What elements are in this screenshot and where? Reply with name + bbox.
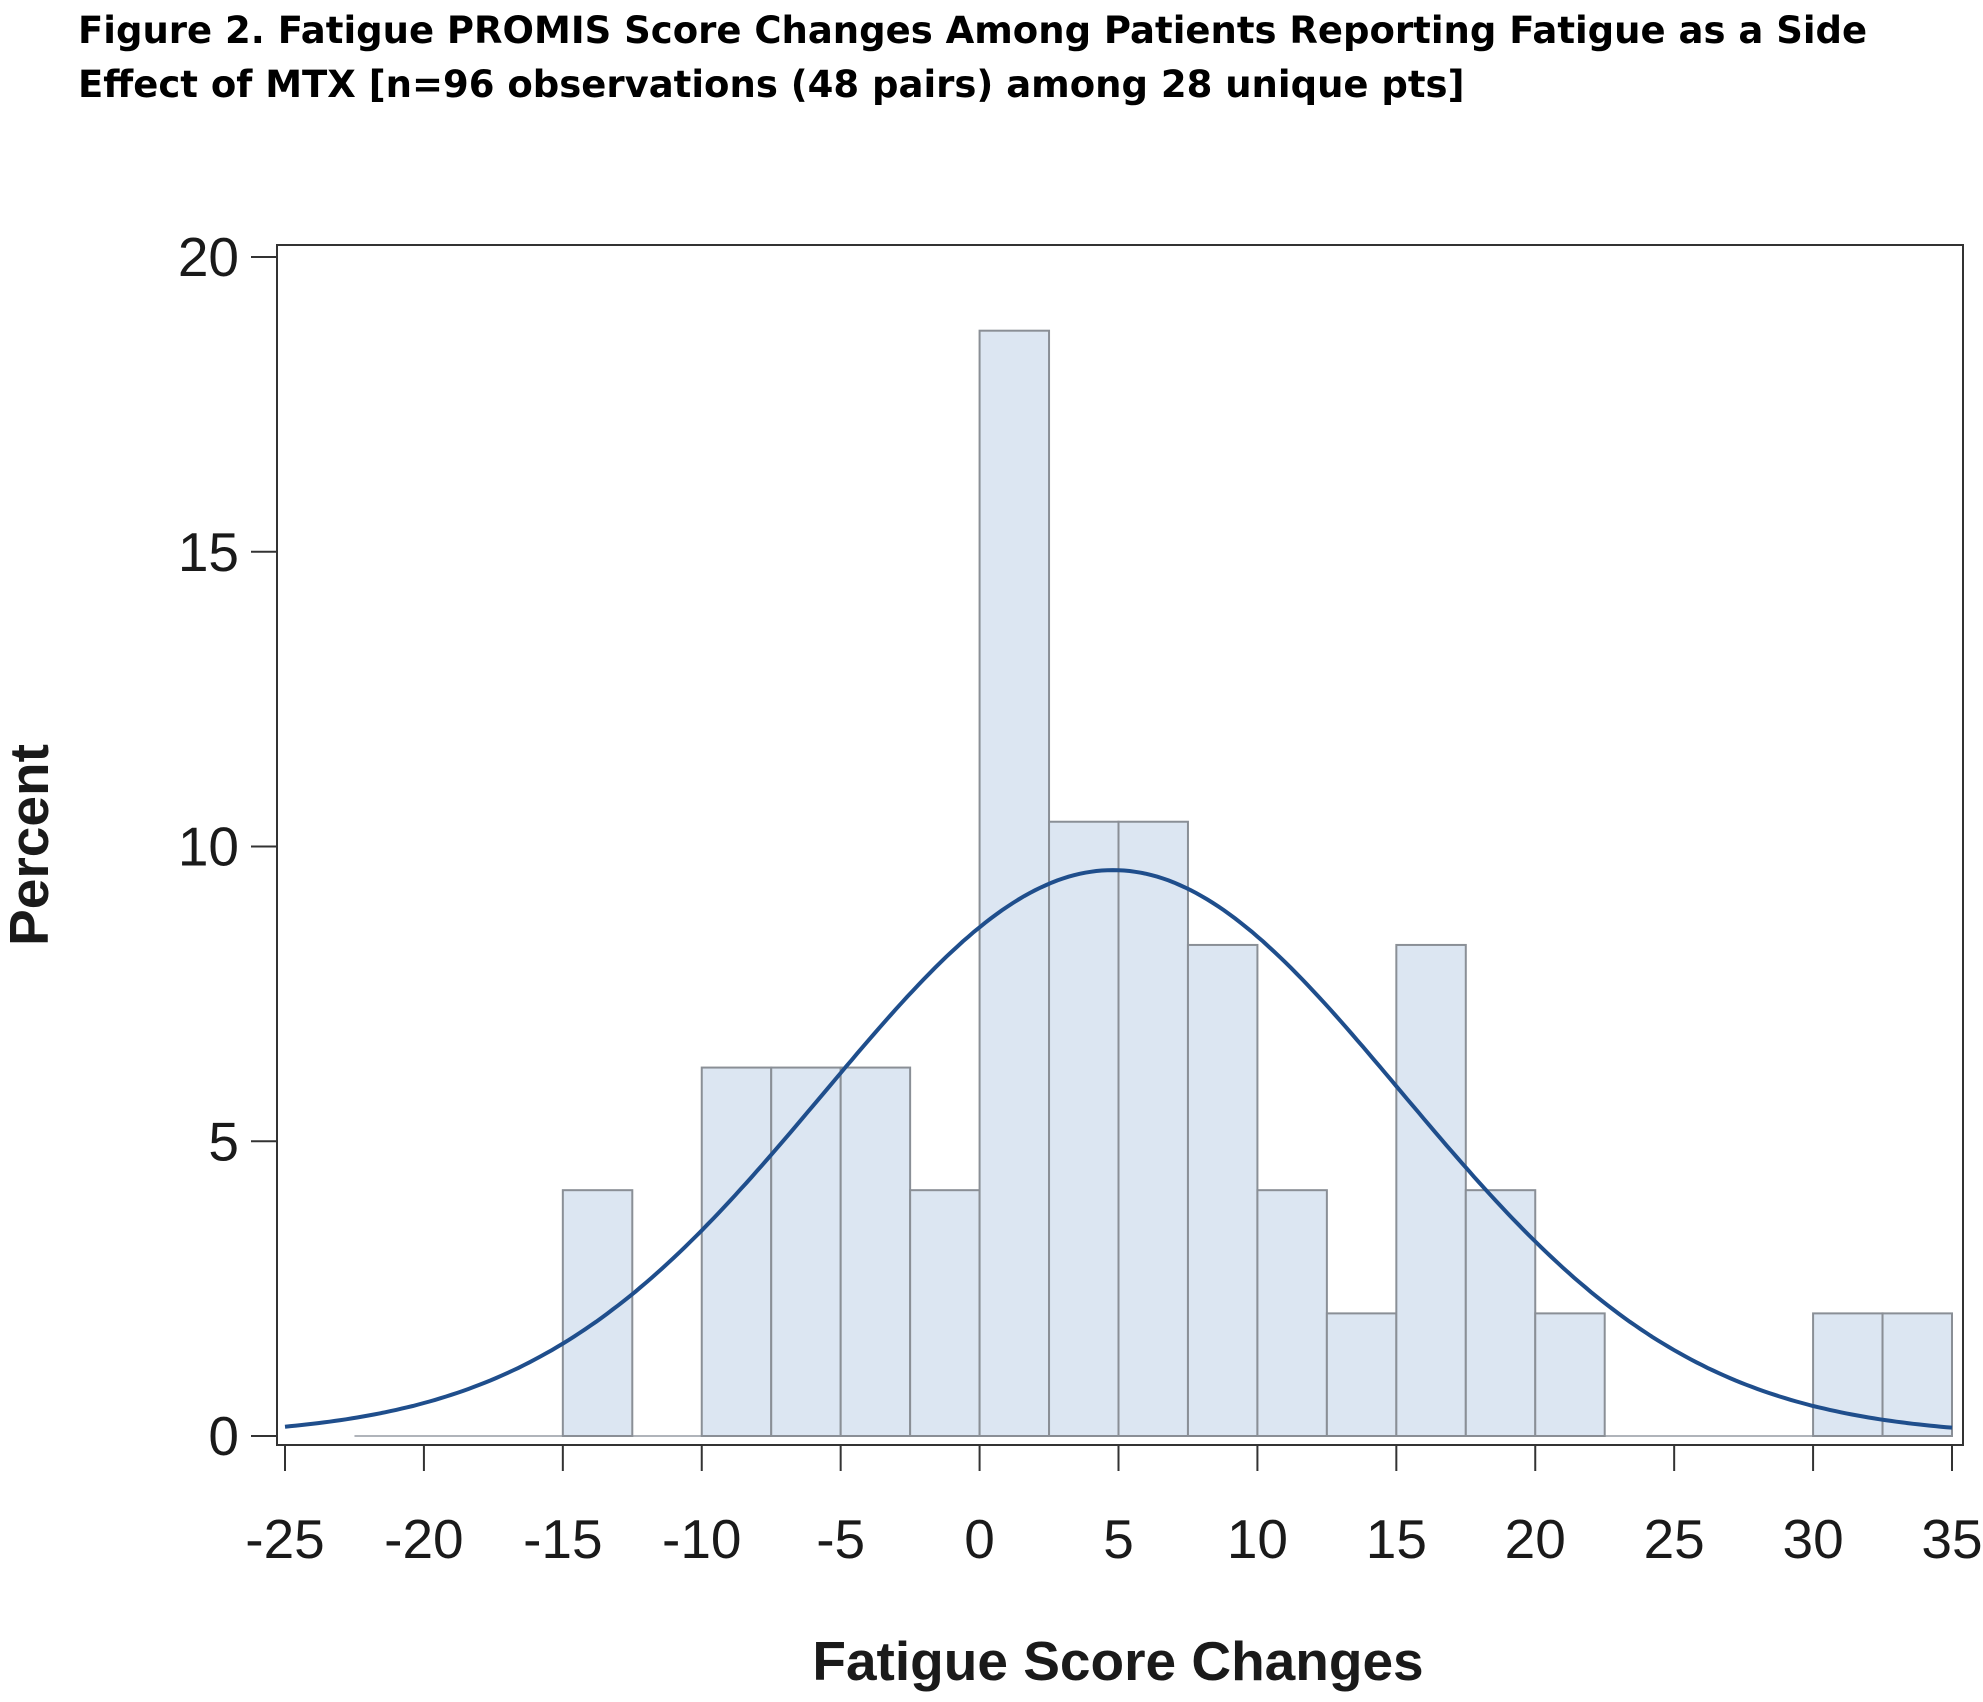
histogram-bar — [770, 1066, 842, 1437]
y-tick-label: 0 — [208, 1405, 239, 1467]
histogram-bar — [1881, 1312, 1953, 1438]
y-axis-title: Percent — [0, 744, 60, 946]
x-tick-label: 10 — [1227, 1508, 1288, 1570]
normal-curve — [284, 868, 1953, 1430]
histogram-bar — [1256, 1189, 1328, 1437]
y-tick-label: 15 — [178, 521, 239, 583]
plot-frame — [276, 244, 1964, 1446]
curve-layer — [284, 868, 1953, 1430]
histogram-bar — [1325, 1312, 1398, 1438]
bars-layer — [354, 329, 1953, 1438]
histogram-bar — [1464, 1189, 1537, 1437]
x-tick-label: 0 — [964, 1508, 995, 1570]
y-tick-label: 10 — [178, 816, 239, 878]
x-tick-label: -10 — [662, 1508, 742, 1570]
histogram-bar — [1048, 820, 1120, 1437]
x-tick-label: 20 — [1505, 1508, 1566, 1570]
x-tick-label: -5 — [816, 1508, 865, 1570]
histogram-bar — [909, 1189, 981, 1437]
x-axis: -25 -20 -15 -10 -5 0 5 10 15 20 25 30 35 — [245, 1445, 1983, 1570]
histogram-bar — [978, 329, 1051, 1437]
x-tick-label: -25 — [245, 1508, 325, 1570]
histogram-bar — [561, 1189, 634, 1437]
histogram-bar — [700, 1066, 773, 1437]
x-tick-label: 35 — [1921, 1508, 1982, 1570]
x-axis-title: Fatigue Score Changes — [812, 1630, 1423, 1692]
y-tick-label: 5 — [208, 1110, 239, 1172]
chart-title: Figure 2. Fatigue PROMIS Score Changes A… — [78, 9, 1868, 106]
x-tick-label: -15 — [523, 1508, 603, 1570]
histogram-bar — [1534, 1312, 1606, 1438]
x-tick-label: -20 — [384, 1508, 464, 1570]
x-tick-label: 5 — [1103, 1508, 1134, 1570]
x-tick-label: 25 — [1644, 1508, 1705, 1570]
histogram-bar — [1395, 943, 1467, 1437]
histogram-bar — [1117, 820, 1189, 1437]
x-tick-label: 30 — [1782, 1508, 1843, 1570]
histogram-bar — [839, 1066, 912, 1437]
x-tick-label: 15 — [1366, 1508, 1427, 1570]
y-axis: 0 5 10 15 20 — [178, 226, 277, 1467]
histogram-bar — [1186, 943, 1259, 1437]
y-tick-label: 20 — [178, 226, 239, 288]
